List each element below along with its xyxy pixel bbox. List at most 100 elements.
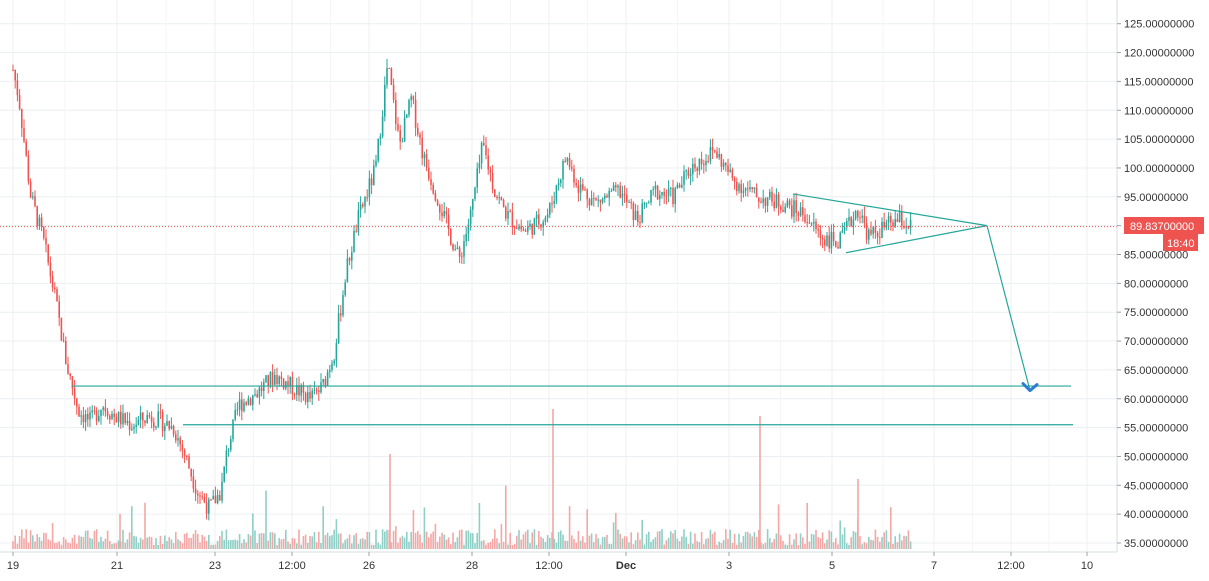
candle-body[interactable] (496, 196, 498, 198)
candle-body[interactable] (192, 476, 195, 489)
candle-body[interactable] (645, 202, 648, 204)
candle-body[interactable] (126, 420, 129, 424)
candle-body[interactable] (333, 360, 335, 364)
candle-body[interactable] (344, 282, 346, 296)
candle-body[interactable] (368, 178, 371, 198)
candle-body[interactable] (450, 228, 452, 245)
candle-body[interactable] (859, 217, 861, 219)
candle-body[interactable] (144, 420, 146, 424)
candle-body[interactable] (909, 219, 912, 229)
candle-body[interactable] (722, 162, 725, 167)
candle-body[interactable] (181, 444, 184, 451)
candle-body[interactable] (540, 224, 542, 228)
candle-body[interactable] (524, 230, 527, 232)
candle-body[interactable] (155, 426, 157, 428)
candle-body[interactable] (753, 187, 756, 189)
candle-body[interactable] (340, 313, 342, 316)
candle-body[interactable] (194, 488, 197, 494)
candle-body[interactable] (881, 221, 883, 238)
candle-body[interactable] (388, 67, 390, 69)
candle-body[interactable] (610, 190, 613, 192)
candle-body[interactable] (219, 495, 221, 501)
candle-body[interactable] (621, 193, 624, 198)
candle-body[interactable] (170, 426, 173, 429)
candle-body[interactable] (696, 168, 698, 171)
candle-body[interactable] (381, 116, 384, 137)
candle-body[interactable] (203, 496, 206, 503)
candle-body[interactable] (700, 159, 703, 164)
candle-body[interactable] (623, 193, 626, 195)
candle-body[interactable] (80, 415, 82, 417)
candle-body[interactable] (27, 155, 30, 182)
candle-body[interactable] (551, 203, 553, 205)
candle-body[interactable] (619, 185, 621, 198)
candle-body[interactable] (738, 184, 740, 192)
candle-body[interactable] (403, 117, 406, 142)
candle-body[interactable] (159, 411, 162, 413)
candle-body[interactable] (769, 191, 771, 198)
candle-body[interactable] (100, 409, 102, 416)
candle-body[interactable] (135, 424, 137, 427)
candle-body[interactable] (157, 411, 159, 427)
candle-body[interactable] (683, 171, 685, 185)
candle-body[interactable] (252, 395, 254, 405)
candle-body[interactable] (370, 178, 373, 185)
candle-body[interactable] (469, 209, 472, 225)
candle-body[interactable] (678, 184, 681, 188)
candle-body[interactable] (689, 174, 692, 176)
candle-body[interactable] (643, 203, 646, 205)
candle-body[interactable] (445, 211, 448, 215)
projection-arrow[interactable] (986, 225, 1031, 391)
candle-body[interactable] (804, 215, 806, 223)
candle-body[interactable] (392, 84, 395, 100)
candle-body[interactable] (234, 410, 236, 420)
candle-body[interactable] (87, 413, 89, 420)
candle-body[interactable] (16, 80, 19, 96)
candle-body[interactable] (564, 161, 566, 163)
candle-body[interactable] (62, 340, 65, 342)
candle-body[interactable] (751, 187, 753, 189)
candle-body[interactable] (656, 185, 659, 200)
chart-drawings[interactable] (72, 193, 1073, 426)
candle-body[interactable] (604, 195, 606, 199)
candle-body[interactable] (507, 210, 509, 219)
candle-body[interactable] (632, 203, 635, 220)
candle-body[interactable] (423, 154, 426, 159)
candle-body[interactable] (667, 188, 670, 196)
candle-body[interactable] (907, 225, 910, 229)
candle-body[interactable] (186, 455, 188, 457)
candle-body[interactable] (331, 363, 333, 370)
candle-body[interactable] (14, 70, 16, 81)
candle-body[interactable] (478, 163, 481, 169)
candle-body[interactable] (731, 169, 734, 178)
candle-body[interactable] (353, 230, 355, 253)
candle-body[interactable] (777, 194, 780, 207)
candle-body[interactable] (168, 421, 170, 429)
candle-body[interactable] (784, 206, 786, 212)
candle-body[interactable] (575, 182, 577, 186)
candle-body[interactable] (599, 199, 602, 203)
candle-body[interactable] (65, 341, 67, 365)
candle-body[interactable] (687, 170, 690, 176)
candle-body[interactable] (727, 165, 729, 172)
candle-body[interactable] (223, 466, 225, 482)
candle-body[interactable] (654, 185, 657, 190)
candle-body[interactable] (25, 141, 27, 156)
candle-body[interactable] (593, 198, 595, 200)
candle-body[interactable] (474, 187, 476, 200)
candle-body[interactable] (863, 215, 866, 224)
candle-body[interactable] (432, 184, 434, 194)
candle-body[interactable] (467, 224, 470, 234)
candle-body[interactable] (612, 185, 615, 191)
candle-body[interactable] (535, 214, 538, 219)
candle-body[interactable] (544, 217, 547, 222)
candle-body[interactable] (760, 201, 762, 203)
candle-body[interactable] (588, 199, 591, 206)
candle-body[interactable] (595, 198, 597, 200)
candle-body[interactable] (225, 450, 228, 467)
candle-body[interactable] (456, 247, 459, 250)
candle-body[interactable] (313, 389, 316, 391)
candle-body[interactable] (824, 239, 826, 246)
candle-body[interactable] (216, 495, 219, 504)
candle-body[interactable] (819, 230, 822, 239)
